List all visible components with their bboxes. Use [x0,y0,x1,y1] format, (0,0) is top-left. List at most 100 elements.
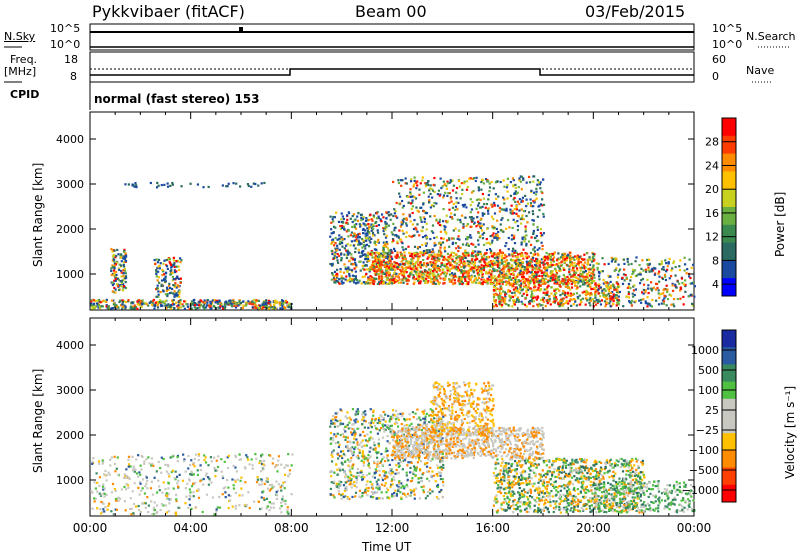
range-cell [356,219,360,222]
range-cell [630,275,633,279]
range-cell [484,279,488,283]
range-cell [332,231,335,235]
range-cell [203,454,206,457]
range-cell [539,279,542,283]
range-cell [482,197,486,200]
range-cell [465,224,468,228]
range-cell [464,256,467,259]
range-cell [332,220,335,223]
range-cell [531,272,534,276]
range-cell [469,234,472,237]
range-cell [155,470,158,473]
range-cell [445,219,448,223]
range-cell [189,182,192,185]
range-cell [435,429,438,432]
range-cell [496,276,499,279]
range-cell [165,511,169,514]
range-cell [404,277,408,280]
range-cell [534,253,537,256]
range-cell [98,306,102,310]
range-cell [569,298,572,301]
range-cell [362,240,365,244]
range-cell [506,264,509,267]
range-cell [442,196,445,199]
range-cell [340,259,343,262]
range-cell [119,256,123,259]
range-cell [541,303,544,307]
range-cell [483,212,486,215]
range-cell [90,304,93,307]
range-cell [512,198,515,201]
range-cell [392,180,395,184]
range-cell [495,283,498,287]
range-cell [516,296,520,299]
range-cell [585,289,588,292]
range-cell [451,258,454,261]
range-cell [490,252,493,255]
range-cell [367,227,370,231]
range-cell [365,217,368,220]
range-cell [97,460,101,463]
range-cell [481,274,484,277]
range-cell [575,276,578,279]
range-cell [398,273,401,276]
range-cell [480,217,483,220]
range-cell [353,239,356,242]
range-cell [232,484,235,487]
range-cell [253,301,256,304]
range-cell [495,259,498,262]
range-cell [612,293,615,296]
range-cell [372,234,375,237]
range-cell [173,303,176,306]
range-cell [538,204,541,207]
range-cell [506,275,509,279]
range-cell [552,273,555,276]
range-cell [632,270,635,273]
range-cell [536,215,539,218]
range-cell [346,251,349,254]
range-cell [590,260,593,263]
range-cell [437,281,440,284]
range-cell [175,277,178,280]
range-cell [371,262,374,265]
range-cell [150,513,154,516]
range-cell [432,257,436,260]
range-cell [460,278,463,282]
range-cell [179,281,182,284]
range-cell [516,289,519,293]
range-cell [355,234,358,237]
range-cell [117,473,120,476]
range-cell [467,251,470,254]
range-cell [569,288,572,291]
range-cell [415,206,418,209]
range-cell [459,197,462,200]
range-cell [515,255,518,259]
range-cell [376,261,379,264]
range-cell [575,292,579,295]
range-cell [128,507,132,511]
range-cell [545,251,548,255]
range-cell [175,475,179,478]
range-cell [347,211,351,215]
range-cell [331,262,334,265]
range-cell [419,251,422,254]
range-cell [548,279,552,283]
range-cell [693,285,697,288]
range-cell [375,248,378,252]
range-cell [568,270,571,274]
range-cell [627,296,630,299]
range-cell [577,264,580,267]
range-cell [250,458,253,461]
range-cell [463,203,467,206]
range-cell [655,299,658,302]
range-cell [671,289,675,293]
range-cell [434,259,437,262]
range-cell [449,215,452,219]
range-cell [637,273,640,276]
range-cell [192,495,195,498]
range-cell [124,259,128,263]
range-cell [395,262,398,265]
range-cell [162,278,166,282]
range-cell [441,241,445,244]
range-cell [646,287,650,290]
